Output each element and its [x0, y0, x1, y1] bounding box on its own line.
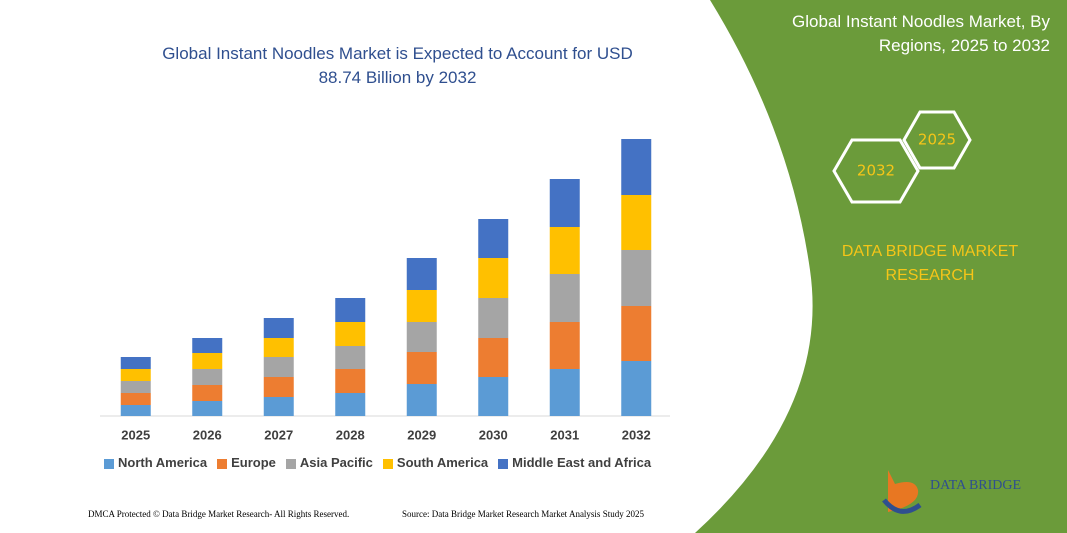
bar-segment [335, 369, 366, 393]
legend-item: Asia Pacific [285, 455, 373, 470]
x-tick-label: 2031 [550, 427, 579, 442]
bar-segment [549, 274, 580, 322]
bar-segment [335, 322, 366, 346]
legend-swatch [104, 458, 114, 469]
legend-label: South America [396, 455, 489, 470]
hexagon [902, 110, 972, 170]
bar-segment [621, 195, 652, 250]
hex-label: 2025 [918, 131, 956, 149]
bar-segment [335, 393, 366, 416]
bar-segment [192, 401, 223, 416]
bar-segment [263, 397, 294, 416]
chart-title: Global Instant Noodles Market is Expecte… [162, 44, 633, 87]
bar-segment [621, 306, 652, 361]
bar-segment [478, 377, 509, 416]
panel-title: Global Instant Noodles Market, By Region… [792, 12, 1050, 55]
bar-segment [263, 357, 294, 377]
brand: DATA BRIDGE MARKET RESEARCH [841, 243, 1019, 284]
legend-swatch [498, 458, 509, 469]
bar-segment [120, 381, 151, 393]
hexagon [832, 138, 920, 204]
legend-item: Europe [217, 455, 276, 470]
bar-segment [406, 290, 437, 322]
bar-segment [549, 179, 580, 227]
bar-segment [192, 353, 223, 369]
logo-icon [882, 498, 922, 514]
bar-segment [192, 385, 223, 401]
bar-segment [549, 227, 580, 274]
bar-segment [263, 377, 294, 397]
x-tick-label: 2032 [622, 427, 651, 442]
bar-segment [120, 405, 151, 416]
bar-segment [406, 322, 437, 352]
legend-label: North America [118, 455, 208, 470]
footer-right: Source: Data Bridge Market Research Mark… [402, 509, 644, 519]
bar-segment [406, 384, 437, 416]
bar-segment [335, 346, 366, 369]
bar-segment [549, 369, 580, 416]
logo-text: DATA BRIDGE [930, 478, 1021, 493]
legend-label: Middle East and Africa [512, 455, 652, 470]
legend-swatch [217, 458, 228, 469]
bar-segment [192, 369, 223, 385]
bar-segment [549, 322, 580, 369]
bar-segment [478, 219, 509, 258]
bar-segment [478, 338, 509, 377]
legend: North America Europe Asia Pacific South Ame… [104, 455, 651, 470]
bar-segment [478, 258, 509, 298]
legend-item: North America [104, 455, 207, 470]
hex-label: 2032 [857, 162, 895, 180]
legend-swatch [285, 458, 296, 469]
side-panel [695, 0, 1067, 533]
legend-item: Middle East and Africa [498, 455, 651, 470]
bar-segment [192, 338, 223, 353]
legend-label: Europe [231, 455, 276, 470]
bar-segment [120, 393, 151, 405]
legend-swatch [382, 458, 393, 469]
bar-segment [335, 298, 366, 322]
bar-segment [621, 139, 652, 195]
bar-segment [120, 369, 151, 381]
footer-left: DMCA Protected © Data Bridge Market Rese… [88, 509, 350, 519]
bar-segment [263, 338, 294, 357]
bar-segment [406, 258, 437, 290]
x-tick-label: 2030 [479, 427, 508, 442]
legend-label: Asia Pacific [299, 455, 373, 470]
bar-segment [621, 250, 652, 306]
bar-segment [406, 352, 437, 384]
legend-item: South America [382, 455, 489, 470]
bar-segment [263, 318, 294, 338]
bar-segment [478, 298, 509, 338]
x-tick-label: 2026 [193, 427, 222, 442]
x-tick-label: 2027 [264, 427, 293, 442]
x-tick-label: 2028 [336, 427, 365, 442]
bar-segment [621, 361, 652, 416]
logo-icon [888, 470, 919, 512]
bar-segment [120, 357, 151, 369]
x-tick-label: 2029 [407, 427, 436, 442]
x-tick-label: 2025 [121, 427, 150, 442]
